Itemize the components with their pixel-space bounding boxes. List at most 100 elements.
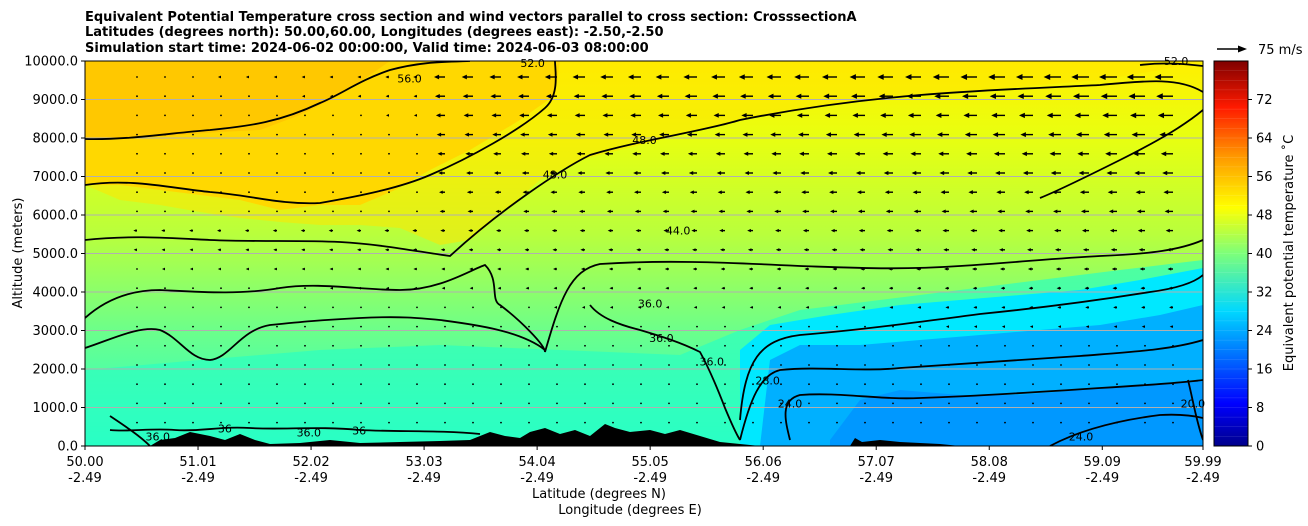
- wind-arrow: [466, 190, 473, 194]
- wind-arrow: [433, 74, 445, 80]
- wind-arrow: [658, 113, 669, 118]
- wind-arrow: [910, 151, 921, 157]
- wind-arrow: [687, 151, 697, 156]
- wind-arrow: [304, 344, 306, 347]
- wind-arrow: [836, 402, 838, 405]
- wind-arrow: [525, 267, 529, 271]
- wind-arrow: [1138, 248, 1145, 252]
- wind-arrow: [1126, 74, 1145, 80]
- wind-arrow: [545, 93, 557, 99]
- wind-arrow: [164, 114, 166, 117]
- wind-arrow: [491, 113, 501, 118]
- contour-20: [1187, 379, 1203, 441]
- wind-arrow: [636, 248, 641, 252]
- wind-arrow: [1172, 402, 1174, 405]
- x-axis-label: Latitude (degrees N): [532, 487, 666, 502]
- wind-arrow: [948, 421, 950, 424]
- wind-arrow: [1046, 112, 1061, 119]
- contour-40: [85, 316, 546, 361]
- wind-arrow: [999, 267, 1005, 271]
- wind-arrow: [1085, 305, 1089, 309]
- wind-arrow: [357, 94, 361, 98]
- wind-arrow: [1105, 151, 1117, 157]
- wind-arrow: [276, 287, 278, 290]
- wind-arrow: [444, 344, 446, 347]
- wind-arrow: [136, 172, 138, 174]
- wind-arrow: [829, 190, 837, 195]
- wind-arrow: [892, 325, 894, 328]
- wind-arrow: [637, 286, 641, 290]
- wind-arrow: [192, 306, 194, 309]
- wind-arrow: [944, 267, 949, 271]
- wind-arrow: [1112, 286, 1117, 290]
- wind-arrow: [836, 364, 838, 366]
- wind-arrow: [1136, 209, 1145, 214]
- wind-arrow: [332, 421, 334, 424]
- wind-arrow: [1053, 209, 1061, 214]
- wind-arrow: [385, 75, 389, 79]
- quiver-key: 75 m/s: [1217, 43, 1303, 58]
- wind-arrow: [1157, 112, 1173, 119]
- wind-arrow: [888, 286, 893, 290]
- wind-arrow: [833, 305, 837, 309]
- wind-arrow: [416, 421, 418, 424]
- wind-arrow: [774, 209, 781, 214]
- wind-arrow: [612, 402, 614, 405]
- wind-arrow: [692, 267, 697, 271]
- wind-arrow: [164, 402, 166, 405]
- y-tick-label: 10000.0: [24, 55, 78, 70]
- wind-arrow: [1169, 325, 1173, 328]
- wind-arrow: [721, 286, 725, 290]
- contour-label: 36.0: [297, 427, 322, 440]
- wind-arrow: [556, 364, 558, 366]
- wind-arrow: [1168, 286, 1173, 290]
- wind-arrow: [720, 267, 725, 271]
- wind-arrow: [492, 132, 501, 137]
- wind-arrow: [248, 172, 250, 174]
- wind-arrow: [357, 75, 361, 79]
- wind-arrow: [1164, 209, 1173, 214]
- wind-arrow: [329, 94, 333, 98]
- wind-arrow: [301, 267, 305, 271]
- wind-arrow: [164, 364, 166, 366]
- wind-arrow: [164, 95, 166, 98]
- wind-arrow: [520, 132, 529, 137]
- wind-arrow: [544, 74, 557, 80]
- wind-arrow: [943, 248, 949, 252]
- wind-arrow: [976, 402, 978, 405]
- contour-label: 36.0: [649, 332, 674, 345]
- wind-arrow: [192, 421, 194, 424]
- wind-arrow: [497, 286, 501, 290]
- colorbar-label: Equivalent potential temperature ˚C: [1281, 135, 1297, 371]
- contour-label: 48.0: [632, 134, 657, 147]
- x-tick-label-lon: -2.49: [859, 471, 893, 486]
- wind-arrow: [808, 364, 810, 366]
- wind-arrow: [640, 344, 642, 347]
- wind-arrow: [276, 325, 278, 328]
- wind-arrow: [661, 171, 669, 175]
- wind-arrow: [578, 190, 585, 195]
- wind-arrow: [490, 93, 501, 99]
- wind-arrow: [220, 114, 222, 117]
- wind-arrow: [496, 229, 501, 233]
- wind-arrow: [136, 210, 138, 213]
- wind-arrow: [192, 114, 194, 117]
- wind-arrow: [637, 306, 641, 309]
- wind-arrow: [300, 229, 305, 233]
- wind-arrow: [858, 228, 865, 233]
- wind-arrow: [976, 344, 978, 347]
- wind-arrow: [521, 171, 529, 175]
- wind-arrow: [1060, 364, 1062, 366]
- wind-arrow: [444, 383, 446, 386]
- wind-arrow: [632, 151, 641, 156]
- wind-arrow: [304, 133, 306, 136]
- wind-arrow: [796, 112, 809, 118]
- wind-arrow: [948, 402, 950, 405]
- wind-arrow: [220, 325, 222, 328]
- wind-arrow: [724, 325, 726, 328]
- wind-arrow: [746, 209, 753, 214]
- wind-arrow: [548, 151, 557, 156]
- wind-arrow: [500, 383, 502, 386]
- wind-arrow: [920, 344, 922, 347]
- wind-arrow: [665, 306, 669, 309]
